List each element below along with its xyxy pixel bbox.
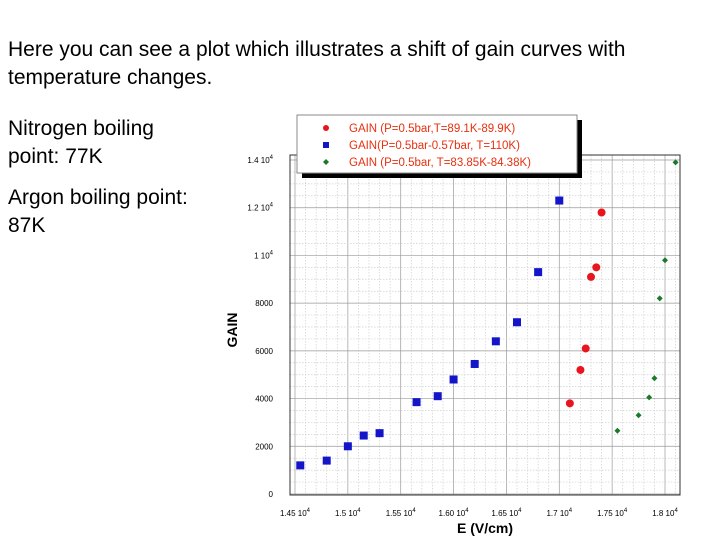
y-tick-label: 0	[269, 490, 274, 499]
data-point-series-1	[565, 399, 574, 408]
legend-marker	[323, 125, 329, 131]
x-axis-label: E (V/cm)	[457, 520, 513, 536]
data-point-series-3	[614, 427, 621, 434]
y-tick-label: 8000	[255, 299, 273, 308]
x-tick-label: 1.7 104	[546, 508, 572, 518]
y-tick-label: 1.2 104	[247, 203, 273, 213]
data-point-series-2	[343, 442, 352, 451]
legend-label: GAIN (P=0.5bar,T=89.1K-89.9K)	[349, 123, 515, 135]
data-point-series-2	[449, 375, 458, 384]
intro-text: Here you can see a plot which illustrate…	[8, 38, 626, 89]
legend-label: GAIN(P=0.5bar-0.57bar, T=110K)	[349, 140, 520, 152]
data-point-series-2	[433, 392, 442, 401]
data-point-series-2	[296, 461, 305, 470]
data-point-series-3	[635, 412, 642, 419]
y-axis-label: GAIN	[224, 313, 240, 348]
legend-label: GAIN (P=0.5bar, T=83.85K-84.38K)	[349, 157, 531, 169]
data-points	[296, 159, 679, 470]
grid	[290, 155, 680, 495]
argon-boiling-note: Argon boiling point: 87K	[8, 186, 188, 237]
y-tick-label: 1 104	[254, 250, 274, 260]
data-point-series-3	[656, 295, 663, 302]
data-point-series-2	[359, 431, 368, 440]
legend-marker	[323, 142, 329, 148]
data-point-series-2	[534, 268, 543, 277]
data-point-series-2	[555, 196, 564, 205]
x-tick-labels: 1.45 104 1.5 104 1.55 104 1.60 104 1.65 104 1…	[280, 508, 678, 518]
data-point-series-1	[581, 344, 590, 353]
y-tick-label: 2000	[255, 442, 273, 451]
legend-marker	[323, 159, 329, 165]
x-tick-label: 1.8 104	[652, 508, 678, 518]
x-tick-label: 1.55 104	[386, 508, 417, 518]
x-tick-label: 1.75 104	[597, 508, 628, 518]
data-point-series-3	[651, 375, 658, 382]
legend-box	[296, 114, 578, 174]
data-point-series-2	[491, 337, 500, 346]
data-point-series-1	[576, 365, 585, 374]
data-point-series-3	[646, 394, 653, 401]
x-tick-label: 1.45 104	[280, 508, 311, 518]
data-point-series-2	[412, 398, 421, 407]
data-point-series-2	[322, 456, 331, 465]
data-point-series-3	[672, 159, 679, 166]
data-point-series-3	[662, 257, 668, 264]
data-point-series-1	[597, 208, 606, 217]
data-point-series-2	[470, 359, 479, 368]
data-point-series-1	[592, 263, 601, 272]
y-tick-label: 6000	[255, 347, 273, 356]
y-tick-label: 1.4 104	[247, 155, 273, 165]
data-point-series-2	[513, 318, 521, 327]
y-tick-label: 4000	[255, 395, 273, 404]
y-tick-labels: 0 2000 4000 6000 8000 1 104 1.2 104 1.4 104	[247, 155, 273, 499]
legend: GAIN (P=0.5bar,T=89.1K-89.9K) GAIN(P=0.5b…	[296, 114, 582, 178]
nitrogen-boiling-note: Nitrogen boiling point: 77K	[8, 117, 154, 168]
data-point-series-2	[375, 429, 384, 438]
x-tick-label: 1.5 104	[335, 508, 361, 518]
x-tick-label: 1.65 104	[491, 508, 522, 518]
data-point-series-1	[587, 272, 595, 281]
x-tick-label: 1.60 104	[439, 508, 470, 518]
